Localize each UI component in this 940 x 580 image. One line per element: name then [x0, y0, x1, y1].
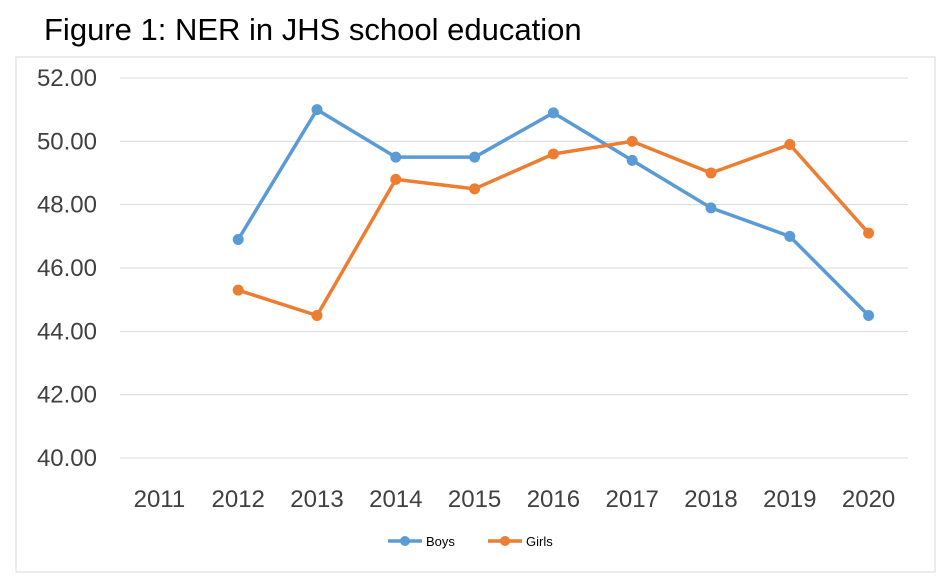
legend-swatch-marker [400, 536, 410, 546]
series-line-girls [236, 139, 871, 318]
data-point-boys [784, 230, 796, 242]
data-point-girls [626, 135, 638, 147]
x-tick-label: 2013 [290, 486, 343, 513]
series-girls [232, 135, 875, 321]
y-tick-label: 46.00 [37, 255, 97, 282]
data-point-boys [390, 151, 402, 163]
x-tick-label: 2012 [212, 486, 265, 513]
gridlines [120, 77, 908, 459]
x-tick-label: 2017 [606, 486, 659, 513]
y-tick-label: 40.00 [37, 445, 97, 472]
series-group [232, 104, 875, 321]
legend-item-girls: Girls [488, 534, 553, 549]
data-point-boys [469, 151, 481, 163]
x-tick-label: 2014 [369, 486, 422, 513]
y-tick-label: 52.00 [37, 65, 97, 92]
y-tick-label: 44.00 [37, 318, 97, 345]
legend: Boys Girls [388, 534, 553, 549]
y-tick-label: 42.00 [37, 382, 97, 409]
x-tick-label: 2011 [134, 486, 186, 513]
data-point-girls [469, 183, 481, 195]
data-point-boys [626, 154, 638, 166]
data-point-girls [547, 148, 559, 160]
data-point-boys [547, 107, 559, 119]
data-point-boys [232, 234, 244, 245]
legend-swatch-marker [500, 536, 510, 546]
legend-label: Boys [426, 534, 455, 549]
x-tick-label: 2015 [448, 486, 501, 513]
data-point-girls [311, 310, 323, 321]
data-point-girls [232, 284, 244, 296]
series-line-boys [236, 107, 871, 318]
x-tick-label: 2020 [842, 486, 895, 513]
data-point-girls [863, 227, 875, 239]
y-tick-label: 48.00 [37, 192, 97, 219]
legend-label: Girls [526, 534, 553, 549]
legend-item-boys: Boys [388, 534, 455, 549]
series-boys [232, 104, 875, 321]
y-tick-label: 50.00 [37, 128, 97, 155]
x-axis-ticks: 2011 2012 2013 2014 2015 2016 2017 2018 2019 2020 [134, 486, 896, 513]
x-tick-label: 2019 [763, 486, 816, 513]
y-axis-ticks: 40.00 42.00 44.00 46.00 48.00 50.00 52.00 [37, 65, 97, 472]
x-tick-label: 2018 [684, 486, 737, 513]
chart-border [15, 56, 936, 573]
data-point-boys [863, 310, 875, 321]
data-point-girls [705, 167, 717, 179]
data-point-boys [705, 202, 717, 214]
data-point-girls [390, 173, 402, 185]
data-point-boys [311, 104, 323, 116]
chart-title: Figure 1: NER in JHS school education [44, 12, 582, 47]
data-point-girls [784, 139, 796, 150]
x-tick-label: 2016 [527, 486, 580, 513]
